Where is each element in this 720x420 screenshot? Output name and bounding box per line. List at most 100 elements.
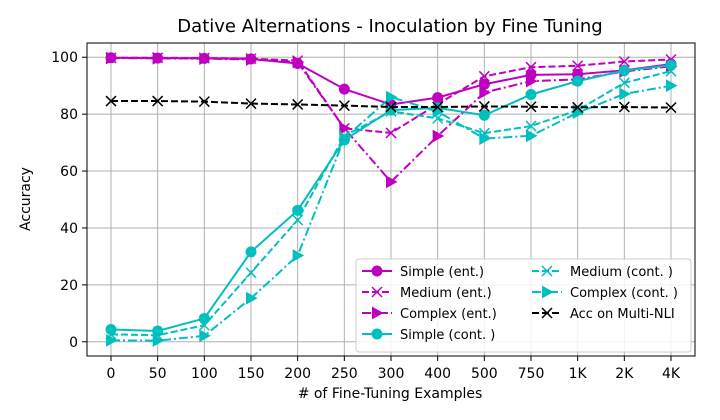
legend-entry: Acc on Multi-NLI: [532, 307, 675, 322]
x-tick-label: 400: [424, 366, 451, 382]
data-point: [152, 52, 165, 65]
legend-label: Complex (cont. ): [570, 286, 678, 301]
data-point: [105, 324, 117, 336]
y-tick-label: 60: [60, 164, 78, 180]
data-point: [618, 55, 630, 68]
x-tick-label: 750: [518, 366, 545, 382]
x-tick-label: 0: [107, 366, 116, 382]
data-point: [525, 120, 537, 132]
y-tick-label: 40: [60, 221, 78, 237]
legend-entry: Complex (cont. ): [532, 285, 678, 301]
legend-label: Medium (ent.): [400, 286, 492, 301]
data-point: [432, 101, 444, 113]
data-point: [292, 249, 305, 262]
data-point: [339, 131, 351, 145]
data-point: [386, 175, 398, 189]
data-point: [152, 95, 164, 107]
data-point: [665, 65, 677, 77]
data-point: [339, 122, 351, 135]
legend-swatch-marker: [541, 265, 553, 277]
data-point: [478, 70, 490, 82]
chart-title: Dative Alternations - Inoculation by Fin…: [177, 16, 602, 37]
x-tick-label: 250: [331, 366, 358, 382]
y-tick-label: 80: [60, 107, 78, 123]
series-5: [106, 79, 678, 347]
legend-swatch-marker: [541, 307, 553, 319]
data-point: [199, 52, 211, 65]
data-point: [245, 98, 257, 110]
x-tick-label: 500: [471, 366, 498, 382]
x-tick-label: 2K: [615, 366, 634, 382]
data-point: [338, 83, 350, 95]
legend: Simple (ent.) Medium (ent.) Complex (ent.)…: [355, 258, 692, 353]
data-point: [246, 291, 258, 305]
data-point: [618, 65, 630, 77]
data-point: [619, 87, 631, 101]
legend-label: Medium (cont. ): [570, 265, 673, 280]
data-point: [106, 51, 118, 65]
data-point: [432, 129, 445, 143]
x-tick-label: 1K: [569, 366, 588, 382]
legend-swatch-marker: [371, 328, 383, 340]
data-point: [525, 61, 537, 73]
data-point: [385, 127, 397, 139]
x-tick-label: 4K: [662, 366, 681, 382]
data-point: [572, 75, 584, 87]
data-point: [199, 329, 211, 343]
data-point: [478, 109, 490, 121]
legend-entry: Medium (ent.): [362, 286, 492, 301]
data-point: [245, 267, 257, 279]
data-point: [525, 101, 537, 113]
y-axis-label: Accuracy: [18, 167, 34, 231]
data-point: [478, 100, 490, 112]
legend-swatch-marker: [371, 286, 383, 298]
y-tick-label: 0: [69, 335, 78, 351]
series-layer: [105, 51, 678, 347]
y-tick-label: 20: [60, 278, 78, 294]
legend-label: Complex (ent.): [400, 307, 497, 322]
x-tick-label: 100: [191, 366, 218, 382]
legend-box: [355, 258, 692, 353]
data-point: [666, 79, 678, 93]
legend-label: Simple (cont. ): [400, 328, 495, 343]
data-point: [618, 101, 630, 113]
data-point: [292, 55, 305, 69]
data-point: [572, 101, 584, 113]
data-point: [479, 132, 491, 145]
data-point: [665, 102, 677, 114]
data-point: [245, 246, 257, 258]
data-point: [292, 214, 304, 226]
data-point: [572, 60, 584, 72]
y-axis: 0 20 40 60 80 100: [51, 50, 87, 351]
data-point: [338, 100, 350, 112]
legend-entry: Medium (cont. ): [532, 265, 673, 280]
legend-entry: Simple (ent.): [362, 265, 484, 280]
x-tick-label: 300: [378, 366, 405, 382]
data-point: [246, 53, 258, 66]
data-point: [525, 89, 537, 101]
y-tick-label: 100: [51, 50, 78, 66]
series-6: [105, 95, 677, 114]
x-tick-label: 150: [238, 366, 265, 382]
legend-swatch-marker: [371, 265, 383, 277]
data-point: [526, 74, 538, 88]
legend-entry: Simple (cont. ): [362, 328, 495, 343]
data-point: [198, 96, 210, 108]
legend-label: Acc on Multi-NLI: [570, 307, 675, 322]
data-point: [106, 334, 118, 347]
data-point: [526, 129, 538, 143]
x-axis: 0 50 100 150 200 250 300 400 500 750 1K 2K 4K: [107, 356, 681, 382]
data-point: [618, 77, 630, 89]
legend-swatch-marker: [372, 306, 384, 320]
legend-label: Simple (ent.): [400, 265, 484, 280]
data-point: [292, 98, 304, 110]
x-tick-label: 200: [284, 366, 311, 382]
data-point: [105, 95, 117, 107]
data-point: [198, 319, 210, 331]
legend-entry: Complex (ent.): [362, 306, 497, 322]
data-point: [386, 90, 398, 104]
x-axis-label: # of Fine-Tuning Examples: [298, 386, 483, 402]
legend-swatch-marker: [542, 285, 554, 299]
data-point: [385, 101, 397, 113]
